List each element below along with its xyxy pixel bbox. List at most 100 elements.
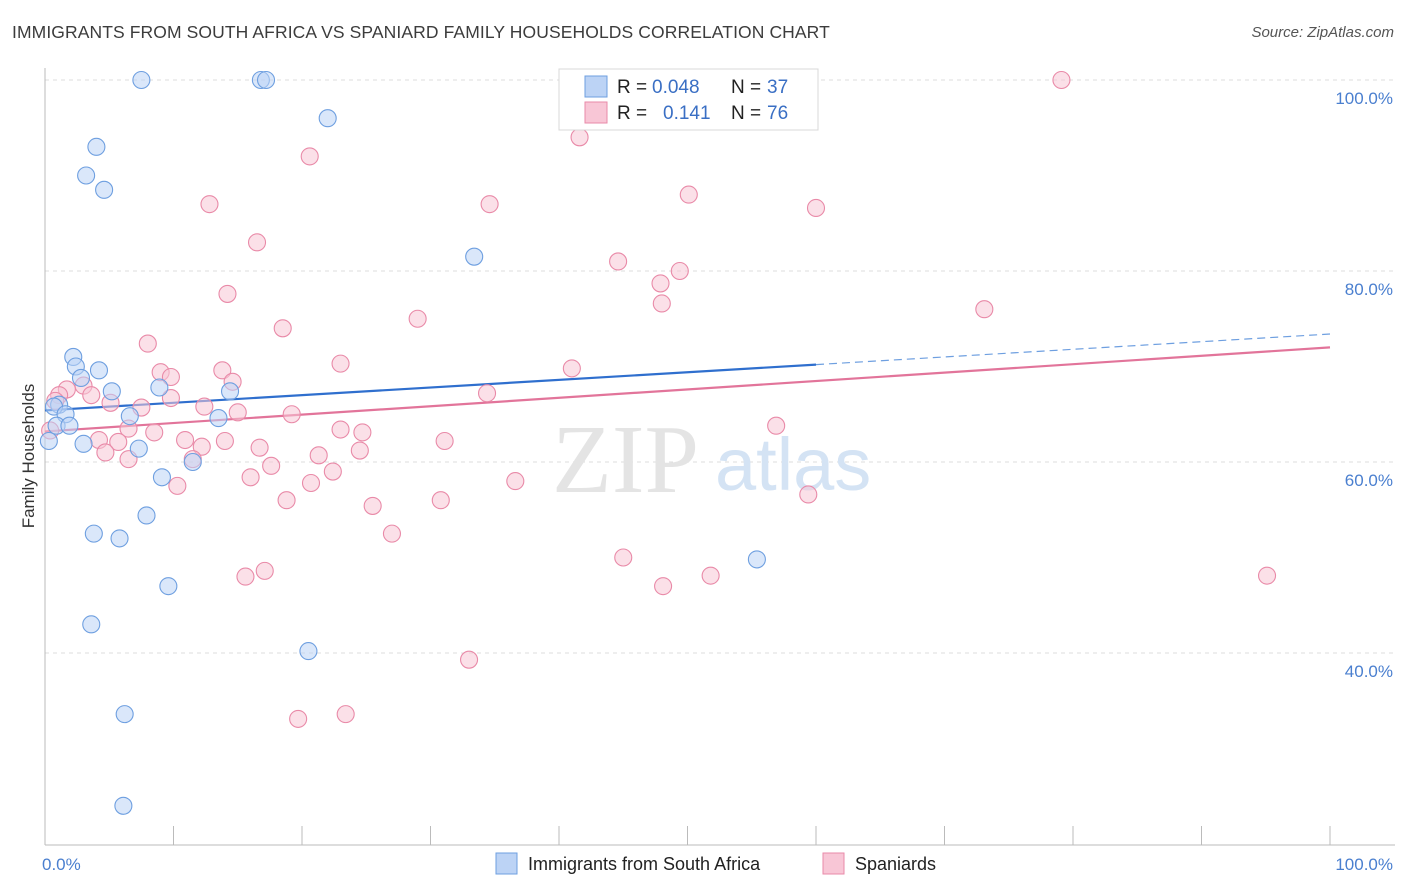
point-spaniards-62 [382,524,402,543]
point-south-africa-31 [159,577,178,596]
y-tick-label-60: 60.0% [1345,471,1393,490]
point-spaniards-28 [161,388,180,408]
legend-n-value-2: 76 [767,103,788,124]
trend-line-spaniards [44,346,1331,433]
point-south-africa-34 [115,705,134,724]
legend-r-value-2: 0.141 [663,103,711,124]
point-spaniards-11 [218,284,237,303]
point-spaniards-59 [277,491,296,510]
point-spaniards-49 [96,443,115,462]
point-spaniards-3 [679,185,698,204]
point-spaniards-42 [215,431,234,451]
point-spaniards-70 [336,705,355,724]
point-spaniards-43 [435,431,454,451]
point-south-africa-5 [77,166,96,185]
point-spaniards-35 [767,416,786,435]
point-south-africa-7 [465,247,484,266]
gridlines [45,79,1395,654]
point-spaniards-33 [228,403,247,422]
point-spaniards-72 [799,485,818,504]
y-tick-label-80: 80.0% [1345,280,1393,299]
point-spaniards-12 [652,294,671,313]
y-axis-title: Family Households [19,384,38,529]
point-spaniards-65 [236,567,255,586]
legend-r-label-2: R = [617,103,647,124]
point-spaniards-45 [109,432,128,451]
point-south-africa-18 [120,407,139,426]
point-south-africa-3 [318,109,337,128]
point-spaniards-7 [247,233,267,252]
axes [44,68,1395,846]
point-spaniards-4 [200,195,219,214]
point-south-africa-2 [256,70,276,90]
point-spaniards-71 [289,709,308,728]
point-spaniards-68 [1257,566,1277,585]
point-spaniards-66 [701,566,720,585]
point-south-africa-24 [129,439,148,458]
point-south-africa-10 [89,361,109,380]
point-south-africa-35 [114,796,133,815]
point-spaniards-58 [301,473,321,493]
point-south-africa-21 [60,416,79,435]
point-south-africa-23 [74,434,93,453]
legend-swatch-south-africa [584,75,608,98]
point-south-africa-25 [183,452,202,472]
x-tick-label-min: 0.0% [42,855,81,874]
point-spaniards-48 [350,441,369,460]
tick-labels: 40.0% 60.0% 80.0% 100.0% 0.0% 100.0% [42,89,1393,874]
point-south-africa-12 [150,378,169,397]
point-spaniards-47 [192,437,211,456]
point-spaniards-16 [138,334,157,353]
point-spaniards-8 [609,252,628,271]
point-south-africa-26 [152,468,171,487]
point-south-africa-33 [299,642,318,661]
point-spaniards-38 [353,423,372,442]
bottom-legend-swatch-south-africa [495,852,518,875]
point-south-africa-0 [132,70,151,90]
point-spaniards-37 [331,420,350,439]
legend-n-label-2: N = [731,103,761,124]
point-spaniards-26 [82,386,101,405]
point-spaniards-21 [161,367,180,387]
point-south-africa-22 [39,431,58,451]
point-spaniards-63 [614,548,633,567]
point-spaniards-19 [213,361,232,380]
y-tick-label-40: 40.0% [1345,662,1393,681]
point-spaniards-55 [241,468,260,487]
source-credit: Source: ZipAtlas.com [1251,24,1394,41]
point-south-africa-29 [110,529,129,548]
legend-n-label-1: N = [731,77,761,98]
point-spaniards-46 [250,438,269,457]
point-spaniards-61 [363,496,382,515]
point-spaniards-10 [651,274,670,293]
point-spaniards-5 [480,195,499,214]
point-spaniards-39 [145,423,164,442]
point-spaniards-56 [506,472,525,491]
bottom-legend-label-spaniards: Spaniards [855,854,936,874]
point-spaniards-9 [670,261,689,281]
point-spaniards-18 [562,359,581,378]
point-south-africa-14 [220,382,240,401]
watermark-zip: ZIP [552,406,699,514]
point-south-africa-19 [209,409,228,428]
trend-line-south-africa-extension [815,333,1331,366]
point-south-africa-28 [84,524,103,543]
point-spaniards-27 [477,384,497,403]
point-spaniards-14 [408,309,427,328]
point-spaniards-6 [806,198,826,218]
series-legend: Immigrants from South Africa Spaniards [495,852,936,875]
point-south-africa-4 [87,137,106,156]
bottom-legend-swatch-spaniards [822,852,845,875]
point-south-africa-13 [102,382,121,401]
point-spaniards-31 [195,397,214,416]
point-spaniards-13 [975,300,994,319]
point-spaniards-41 [176,430,195,450]
point-spaniards-34 [282,405,301,424]
point-south-africa-32 [82,615,101,634]
point-spaniards-57 [168,476,187,495]
correlation-legend: R = 0.048 N = 37 R = 0.141 N = 76 [558,68,819,131]
data-points [39,70,1277,815]
point-spaniards-1 [570,128,589,147]
point-spaniards-17 [331,354,350,373]
